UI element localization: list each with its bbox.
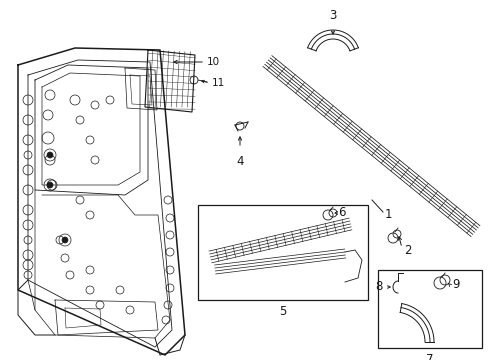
Circle shape [62,237,68,243]
Text: 7: 7 [426,353,434,360]
Text: 3: 3 [329,9,337,22]
Text: 11: 11 [212,78,225,88]
Circle shape [47,182,53,188]
Text: 10: 10 [207,57,220,67]
Text: 1: 1 [385,208,392,221]
Bar [198,205,368,300]
Text: 8: 8 [376,280,383,293]
Bar [378,270,482,348]
Text: 4: 4 [236,155,244,168]
Text: 6: 6 [338,206,345,219]
Text: 5: 5 [279,305,287,318]
Text: 9: 9 [452,279,460,292]
Text: 2: 2 [404,243,412,256]
Circle shape [47,152,53,158]
